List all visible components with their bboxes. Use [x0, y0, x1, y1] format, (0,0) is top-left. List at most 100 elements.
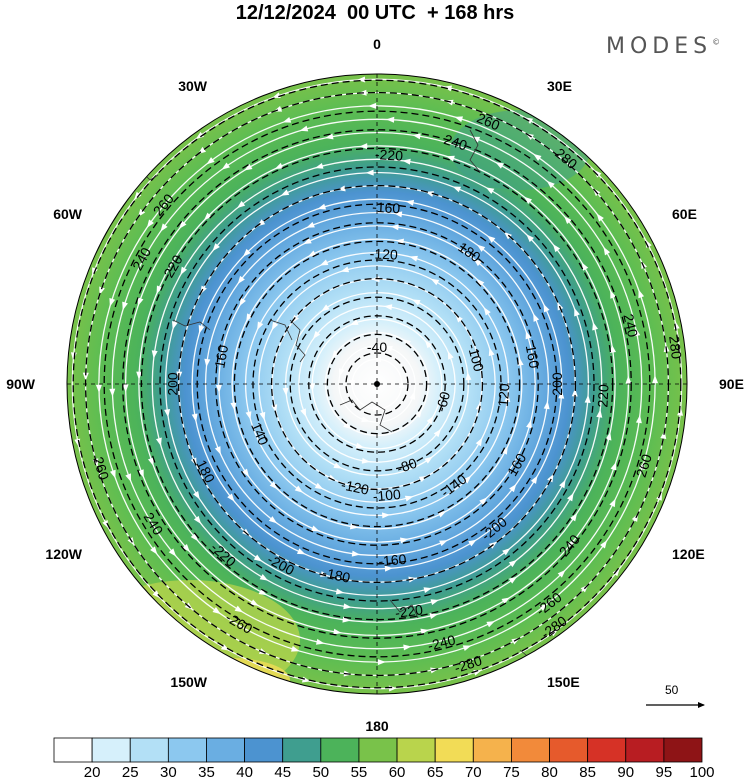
streamline-arrow	[203, 212, 212, 221]
streamline-arrow	[290, 645, 300, 652]
streamline-arrow	[309, 383, 316, 392]
colorbar-swatch	[282, 737, 322, 763]
streamline-arrow	[483, 307, 491, 316]
contour-label: 260	[90, 455, 112, 482]
streamline-arrow	[530, 475, 538, 484]
streamline-arrow	[558, 390, 565, 399]
streamline-arrow	[243, 248, 251, 257]
streamline-arrow	[567, 492, 574, 502]
streamline-arrow	[294, 485, 303, 493]
colorbar-swatch	[511, 737, 550, 763]
streamline-arrow	[625, 375, 632, 384]
streamline-arrow	[605, 431, 612, 441]
colorbar-tick-label: 85	[579, 764, 596, 781]
colorbar-tick-label: 70	[464, 764, 482, 781]
streamline-arrow	[190, 533, 199, 542]
colorbar-swatch	[625, 737, 665, 763]
longitude-label: 90W	[6, 376, 35, 392]
streamline-arrow	[371, 276, 380, 283]
streamline-arrow	[122, 301, 128, 311]
contour-label: -80	[394, 455, 419, 477]
streamline-arrow	[437, 511, 447, 518]
streamline	[338, 345, 416, 423]
height-contour	[289, 296, 465, 472]
streamline-arrow	[311, 525, 320, 532]
longitude-label: 30E	[547, 78, 572, 94]
streamline-arrow	[609, 498, 616, 508]
streamline-arrow	[136, 371, 143, 380]
contour-label: -160	[378, 551, 408, 569]
streamline-arrow	[373, 405, 381, 412]
streamline-arrow	[125, 473, 132, 482]
streamline-arrow	[634, 327, 641, 337]
longitude-label: 0	[373, 36, 381, 52]
streamline-arrow	[567, 539, 575, 548]
height-contour	[72, 79, 682, 689]
height-contour	[122, 129, 632, 639]
streamline	[231, 238, 523, 530]
streamline-arrow	[384, 345, 393, 352]
streamline-arrow	[150, 546, 158, 555]
streamline-arrow	[301, 676, 311, 683]
streamline-arrow	[244, 163, 253, 171]
streamline-arrow	[321, 304, 330, 312]
colorbar-tick-label: 100	[689, 764, 715, 781]
streamline-arrow	[307, 250, 317, 257]
height-contour	[326, 333, 428, 435]
streamline-arrow	[447, 351, 454, 360]
streamline-arrow	[138, 469, 144, 478]
streamline-arrow	[488, 347, 495, 357]
streamline-arrow	[306, 221, 315, 228]
colorbar-swatch	[358, 737, 398, 763]
streamline-arrow	[337, 185, 346, 192]
streamline-arrow	[342, 616, 351, 623]
streamline-arrow	[368, 102, 377, 109]
height-contour	[177, 184, 577, 584]
streamline-arrow	[495, 162, 504, 169]
streamline-arrow	[543, 400, 550, 410]
colorbar-tick-label: 50	[312, 764, 330, 781]
streamline-arrow	[652, 375, 659, 384]
streamline-arrow	[635, 414, 642, 424]
colorbar-tick-label: 80	[541, 764, 558, 781]
streamline-arrow	[195, 131, 205, 139]
streamline-arrow	[272, 92, 281, 99]
streamline-arrow	[404, 495, 414, 502]
streamline-arrow	[340, 266, 350, 273]
colorbar-tick-label: 55	[350, 764, 368, 781]
contour-label: 160	[523, 344, 543, 370]
contour-label: -100	[372, 486, 402, 504]
streamline-arrow	[596, 213, 604, 222]
streamline-arrow	[179, 220, 187, 229]
streamline-arrow	[349, 380, 356, 388]
streamline-arrow	[365, 169, 374, 176]
streamline-arrow	[250, 599, 259, 606]
streamline-arrow	[533, 313, 540, 322]
streamline-arrow	[446, 155, 455, 162]
contour-label: -160	[372, 199, 401, 216]
streamline	[151, 158, 603, 610]
longitude-label: 90E	[719, 376, 744, 392]
streamline-arrow	[343, 603, 352, 610]
streamline-arrow	[638, 461, 645, 471]
streamline-arrow	[386, 116, 395, 123]
streamline-arrow	[319, 259, 329, 266]
colorbar-swatch	[663, 737, 703, 763]
streamline-arrow	[257, 321, 264, 330]
streamline-arrow	[424, 340, 433, 349]
streamline-arrow	[215, 384, 222, 394]
contour-label: -220	[394, 601, 424, 621]
streamline-arrow	[547, 473, 554, 483]
streamline-arrow	[463, 475, 472, 484]
streamline-arrow	[430, 278, 440, 286]
streamline-arrow	[479, 497, 488, 506]
streamline	[138, 145, 616, 623]
contour-label: -60	[433, 390, 454, 414]
streamline-arrow	[454, 116, 464, 123]
streamline-arrow	[160, 223, 168, 232]
streamline-arrow	[384, 565, 393, 572]
streamline-arrow	[269, 481, 278, 490]
streamline-arrow	[546, 180, 555, 189]
streamline-arrow	[543, 303, 550, 313]
streamline-arrow	[584, 394, 591, 403]
